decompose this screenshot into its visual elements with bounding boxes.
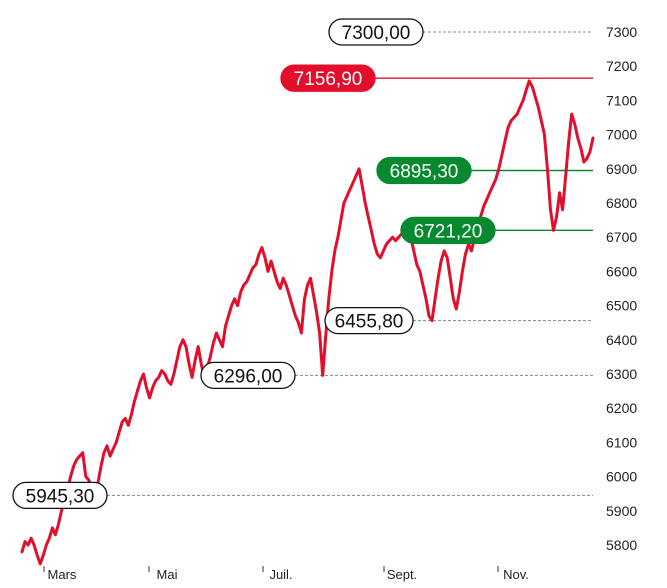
y-tick-label: 6000 <box>606 469 637 485</box>
y-tick-label: 7200 <box>606 58 637 74</box>
y-tick-label: 7100 <box>606 92 637 108</box>
y-tick-label: 6400 <box>606 332 637 348</box>
annotation-label: 6895,30 <box>376 156 472 185</box>
x-tick-label: Mai <box>157 567 178 582</box>
series-line <box>20 79 595 566</box>
annotation-label: 6296,00 <box>200 361 296 390</box>
y-tick-label: 5800 <box>606 537 637 553</box>
annotation-box <box>200 361 296 390</box>
annotation-value: 7300,00 <box>342 23 411 44</box>
y-tick-label: 6500 <box>606 298 637 314</box>
x-axis: Mars Mai Juil. Sept. Nov. <box>43 566 529 582</box>
annotation-box <box>324 306 414 335</box>
annotation-box <box>280 64 376 92</box>
y-tick-label: 6100 <box>606 434 637 450</box>
x-tick-label: Nov. <box>503 567 529 582</box>
annotation-labels: 7300,00 7156,90 6895,30 6721,20 6455,80 6296,… <box>12 18 496 510</box>
annotation-box <box>12 481 108 510</box>
annotation-label: 7300,00 <box>328 18 424 46</box>
y-tick-label: 7000 <box>606 127 637 143</box>
y-tick-label: 7300 <box>606 24 637 40</box>
annotation-value: 6895,30 <box>390 162 459 183</box>
y-axis: 7300 7200 7100 7000 6900 6800 6700 6600 6500 6400… <box>606 24 637 553</box>
annotation-label: 6721,20 <box>400 216 496 245</box>
x-tick-label: Mars <box>48 567 77 582</box>
annotation-box <box>400 216 496 245</box>
annotation-box <box>328 18 424 46</box>
y-tick-label: 5900 <box>606 503 637 519</box>
y-tick-label: 6600 <box>606 263 637 279</box>
y-tick-label: 6900 <box>606 161 637 177</box>
y-tick-label: 6700 <box>606 229 637 245</box>
annotation-value: 5945,30 <box>26 486 95 507</box>
y-tick-label: 6200 <box>606 400 637 416</box>
annotation-value: 6721,20 <box>414 221 483 242</box>
annotation-value: 6296,00 <box>214 366 283 387</box>
annotation-box <box>376 156 472 185</box>
reference-lines <box>107 31 593 496</box>
x-tick-label: Juil. <box>269 567 292 582</box>
annotation-label: 6455,80 <box>324 306 414 335</box>
annotation-label: 7156,90 <box>280 64 376 92</box>
annotation-label: 5945,30 <box>12 481 108 510</box>
annotation-value: 6455,80 <box>335 312 404 333</box>
y-tick-label: 6300 <box>606 366 637 382</box>
annotation-value: 7156,90 <box>294 69 363 90</box>
series-layer <box>20 79 595 566</box>
y-tick-label: 6800 <box>606 195 637 211</box>
x-tick-label: Sept. <box>387 567 417 582</box>
